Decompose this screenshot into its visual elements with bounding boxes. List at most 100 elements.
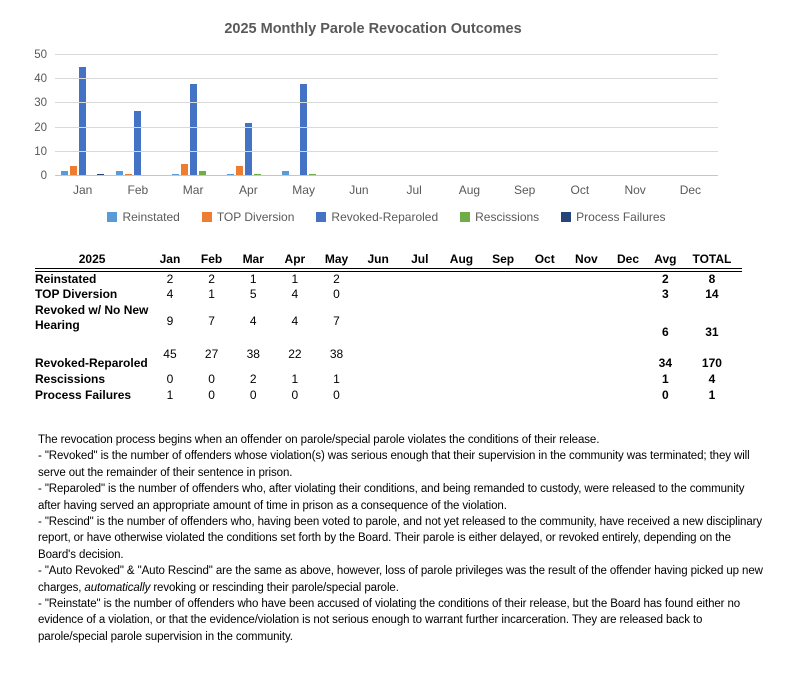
note-italic-text: automatically xyxy=(84,581,151,594)
bar-top-diversion xyxy=(235,166,243,176)
month-value-cell xyxy=(524,286,566,302)
x-axis-label: Nov xyxy=(624,183,646,197)
month-value-cell: 4 xyxy=(249,314,257,329)
legend-label: Rescissions xyxy=(475,210,540,224)
month-value-cell xyxy=(607,286,649,302)
note-text: - "Auto Revoked" & "Auto Rescind" are th… xyxy=(38,565,763,594)
table-header-month: Feb xyxy=(190,248,233,272)
month-value-cell xyxy=(441,286,483,302)
note-paragraph: - "Revoked" is the number of offenders w… xyxy=(38,448,765,481)
month-value-cell xyxy=(566,302,608,340)
legend-label: Reinstated xyxy=(122,210,180,224)
month-value-cell xyxy=(607,387,649,403)
month-value-cell xyxy=(441,346,483,371)
legend-swatch-icon xyxy=(561,212,572,222)
chart-title: 2025 Monthly Parole Revocation Outcomes xyxy=(224,21,522,37)
y-axis-tick-label: 10 xyxy=(34,145,47,158)
bar-top-diversion xyxy=(125,173,133,176)
note-paragraph: - "Rescind" is the number of offenders w… xyxy=(38,514,765,563)
total-value-cell: 1 xyxy=(708,388,716,403)
month-value-cell: 4 xyxy=(166,287,174,302)
bar-group-nov xyxy=(608,55,663,176)
avg-value-cell: 1 xyxy=(662,372,669,387)
month-value-cell xyxy=(399,387,441,403)
table-row: Process Failures 1 0 0 0 0 0 1 xyxy=(35,387,742,403)
month-value-cell xyxy=(357,371,399,387)
gridline xyxy=(55,126,718,128)
row-label: Rescissions xyxy=(35,372,106,387)
bar-group-aug xyxy=(442,55,497,176)
x-axis-label: Sep xyxy=(513,183,536,197)
total-value-cell: 170 xyxy=(701,356,722,371)
y-axis-tick-label: 20 xyxy=(34,121,47,134)
gridline xyxy=(55,102,718,104)
x-axis-label: Oct xyxy=(570,183,590,197)
table-row: Reinstated 2 2 1 1 2 2 8 xyxy=(35,270,742,286)
table-row: Revoked w/ No New Hearing 9 7 4 4 7 6 31 xyxy=(35,302,742,340)
month-value-cell: 0 xyxy=(333,287,340,302)
month-value-cell xyxy=(357,270,399,286)
bar-group-jul xyxy=(387,55,442,176)
month-value-cell: 1 xyxy=(333,372,340,387)
month-value-cell xyxy=(566,371,608,387)
row-label: Revoked w/ No New Hearing xyxy=(35,303,149,332)
legend-swatch-icon xyxy=(316,212,327,222)
bar-revoked-reparoled xyxy=(300,84,308,176)
month-value-cell: 45 xyxy=(163,347,177,362)
avg-value-cell: 2 xyxy=(662,272,669,287)
x-axis-label: Dec xyxy=(679,183,702,197)
month-value-cell xyxy=(482,302,524,340)
table-header-month: Jan xyxy=(149,248,191,272)
month-value-cell xyxy=(607,302,649,340)
month-value-cell: 27 xyxy=(204,347,219,362)
table-header-month: Sep xyxy=(482,248,524,272)
month-value-cell: 1 xyxy=(166,388,174,403)
x-axis-label: Apr xyxy=(239,183,258,197)
month-value-cell xyxy=(399,346,441,371)
legend-item: TOP Diversion xyxy=(201,210,294,224)
note-text: - "Rescind" is the number of offenders w… xyxy=(38,516,763,561)
table-header-avg: Avg xyxy=(648,248,682,272)
bar-top-diversion xyxy=(70,166,78,176)
legend-item: Revoked-Reparoled xyxy=(316,210,438,224)
table-row: Revoked-Reparoled 45 27 38 22 38 34 170 xyxy=(35,346,742,371)
table-header-month: Oct xyxy=(523,248,566,272)
table-header-month: Mar xyxy=(232,248,275,272)
avg-value-cell: 0 xyxy=(662,388,669,403)
gridline xyxy=(55,150,718,152)
bar-group-oct xyxy=(552,55,607,176)
month-value-cell: 38 xyxy=(329,347,344,362)
month-value-cell: 2 xyxy=(166,272,174,287)
month-value-cell: 4 xyxy=(291,287,299,302)
month-value-cell xyxy=(399,270,441,286)
gridline xyxy=(55,78,718,80)
note-paragraph: - "Auto Revoked" & "Auto Rescind" are th… xyxy=(38,563,765,596)
bar-group-sep xyxy=(497,55,552,176)
bar-group-apr xyxy=(221,55,276,176)
legend-item: Rescissions xyxy=(460,210,539,224)
bar-revoked-reparoled xyxy=(134,110,142,176)
table-header-month: Aug xyxy=(440,248,483,272)
table-header-month: Jun xyxy=(357,248,399,272)
bar-revoked-reparoled xyxy=(244,122,252,176)
y-axis: 0 10 20 30 40 50 xyxy=(28,49,55,182)
total-value-cell: 8 xyxy=(708,272,716,287)
total-value-cell: 14 xyxy=(705,287,719,302)
month-value-cell xyxy=(399,371,441,387)
note-paragraph: The revocation process begins when an of… xyxy=(38,432,765,448)
note-text: The revocation process begins when an of… xyxy=(38,434,600,446)
avg-value-cell: 34 xyxy=(658,356,673,371)
bar-rescissions xyxy=(198,171,206,176)
row-label: Process Failures xyxy=(35,388,132,403)
x-axis-label: Jan xyxy=(72,183,93,197)
bar-group-dec xyxy=(663,55,718,176)
month-value-cell: 0 xyxy=(208,372,215,387)
month-value-cell xyxy=(524,302,566,340)
bar-group-mar xyxy=(166,55,221,176)
y-axis-tick-label: 40 xyxy=(34,73,47,86)
month-value-cell: 1 xyxy=(249,272,257,287)
total-value-cell: 4 xyxy=(708,372,716,387)
month-value-cell xyxy=(607,346,649,371)
month-value-cell xyxy=(566,346,608,371)
x-axis: Jan Feb Mar Apr May Jun Jul Aug Sep Oct Nov Dec xyxy=(55,183,718,197)
